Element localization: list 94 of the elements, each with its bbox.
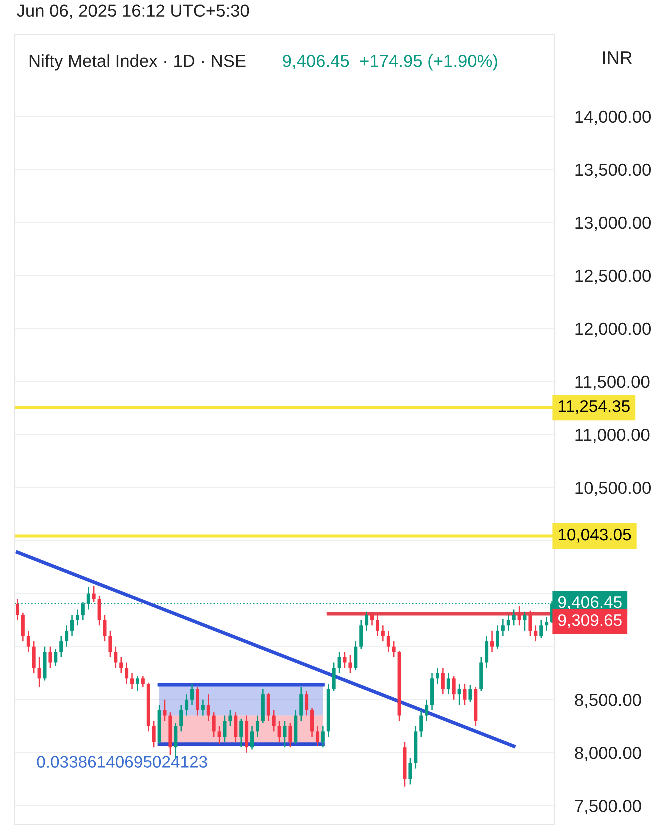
y-tick-label: 13,500.00	[576, 164, 651, 178]
candlestick	[468, 684, 472, 703]
ref-line-label: 10,043.05	[558, 528, 632, 543]
candlestick	[70, 614, 74, 637]
candlestick	[234, 712, 238, 743]
candlestick	[441, 667, 445, 696]
candlestick	[278, 720, 282, 743]
candlestick	[458, 683, 462, 706]
candlestick	[436, 667, 440, 685]
candlestick	[206, 694, 210, 722]
y-tick-label: 8,000.00	[575, 747, 642, 762]
candlestick	[256, 715, 260, 738]
text: Jun 06, 2025 16:12 UTC+5:30	[17, 4, 250, 20]
text: 9,406.45 +174.95 (+1.90%)	[283, 54, 498, 71]
candlestick	[228, 710, 232, 728]
candlestick	[446, 672, 450, 696]
candlestick	[130, 672, 134, 690]
candlestick	[506, 614, 510, 632]
candlestick	[218, 726, 222, 746]
candlestick	[332, 662, 336, 692]
candlestick	[354, 640, 358, 671]
candlestick	[452, 676, 456, 700]
candlestick	[250, 726, 254, 750]
candlestick	[518, 606, 522, 626]
y-tick-label: 14,000.00	[576, 110, 651, 126]
candlestick	[240, 718, 244, 748]
candlestick	[114, 646, 118, 669]
candlestick	[425, 699, 429, 722]
candlestick	[305, 690, 309, 716]
candlestick	[212, 712, 216, 738]
candlestick	[545, 616, 549, 632]
y-tick-label: 11,500.00	[576, 376, 650, 390]
text: 9,309.65	[558, 614, 622, 628]
candlestick	[92, 586, 96, 603]
candlestick	[60, 636, 64, 658]
candlestick	[348, 654, 352, 674]
candlestick	[300, 686, 304, 722]
candlestick	[190, 683, 194, 706]
candlestick	[360, 620, 364, 650]
candlestick	[38, 656, 42, 688]
candlestick	[32, 640, 36, 674]
candlestick	[376, 614, 380, 637]
annotation: 0.03386140695024123	[37, 756, 208, 768]
candlestick	[120, 656, 124, 674]
y-tick-label: 7,500.00	[575, 800, 642, 814]
y-tick-label: 11,000.00	[576, 428, 650, 444]
candlestick	[136, 676, 140, 692]
ref-line-label: 9,406.45	[558, 596, 622, 610]
y-tick-label: 8,500.00	[575, 694, 642, 708]
candlestick	[528, 610, 532, 637]
candlestick	[496, 625, 500, 650]
candlestick	[201, 699, 205, 716]
candlestick	[381, 625, 385, 642]
candlestick	[316, 726, 320, 748]
candlestick	[108, 630, 112, 658]
candlestick	[266, 692, 270, 722]
candlestick	[540, 620, 544, 639]
candlestick	[26, 630, 30, 653]
candlestick	[272, 710, 276, 732]
candlestick	[141, 676, 145, 688]
candlestick	[370, 612, 374, 626]
candlestick	[288, 722, 292, 748]
candlestick	[365, 611, 369, 632]
candlestick	[180, 704, 184, 732]
y-tick-label: 12,500.00	[576, 270, 651, 284]
y-tick-label: 10,500.00	[576, 482, 651, 496]
candlestick	[386, 630, 390, 653]
candlestick	[125, 662, 129, 685]
candlestick	[54, 648, 58, 667]
candlestick	[98, 595, 102, 626]
candlestick	[48, 646, 52, 669]
candlestick	[408, 758, 412, 786]
candlestick	[310, 708, 314, 738]
candlestick	[21, 612, 25, 642]
candlestick	[196, 686, 200, 716]
candlestick	[16, 598, 20, 621]
candlestick	[76, 609, 80, 626]
candlestick	[420, 710, 424, 738]
candlestick	[490, 630, 494, 653]
y-tick-label: 13,000.00	[576, 216, 651, 232]
candlestick	[185, 694, 189, 716]
y-tick-label: 12,000.00	[576, 322, 651, 338]
candlestick	[485, 636, 489, 669]
text: Nifty Metal Index · 1D · NSE	[30, 54, 246, 71]
candlestick	[534, 625, 538, 642]
candlestick	[512, 609, 516, 626]
candlestick	[501, 618, 505, 637]
candlestick	[321, 726, 325, 748]
ref-line-label: 11,254.35	[558, 400, 630, 414]
candlestick	[152, 720, 156, 748]
candlestick	[392, 640, 396, 658]
candlestick	[338, 652, 342, 674]
y-axis-title: INR	[603, 52, 632, 64]
candlestick	[65, 625, 69, 648]
